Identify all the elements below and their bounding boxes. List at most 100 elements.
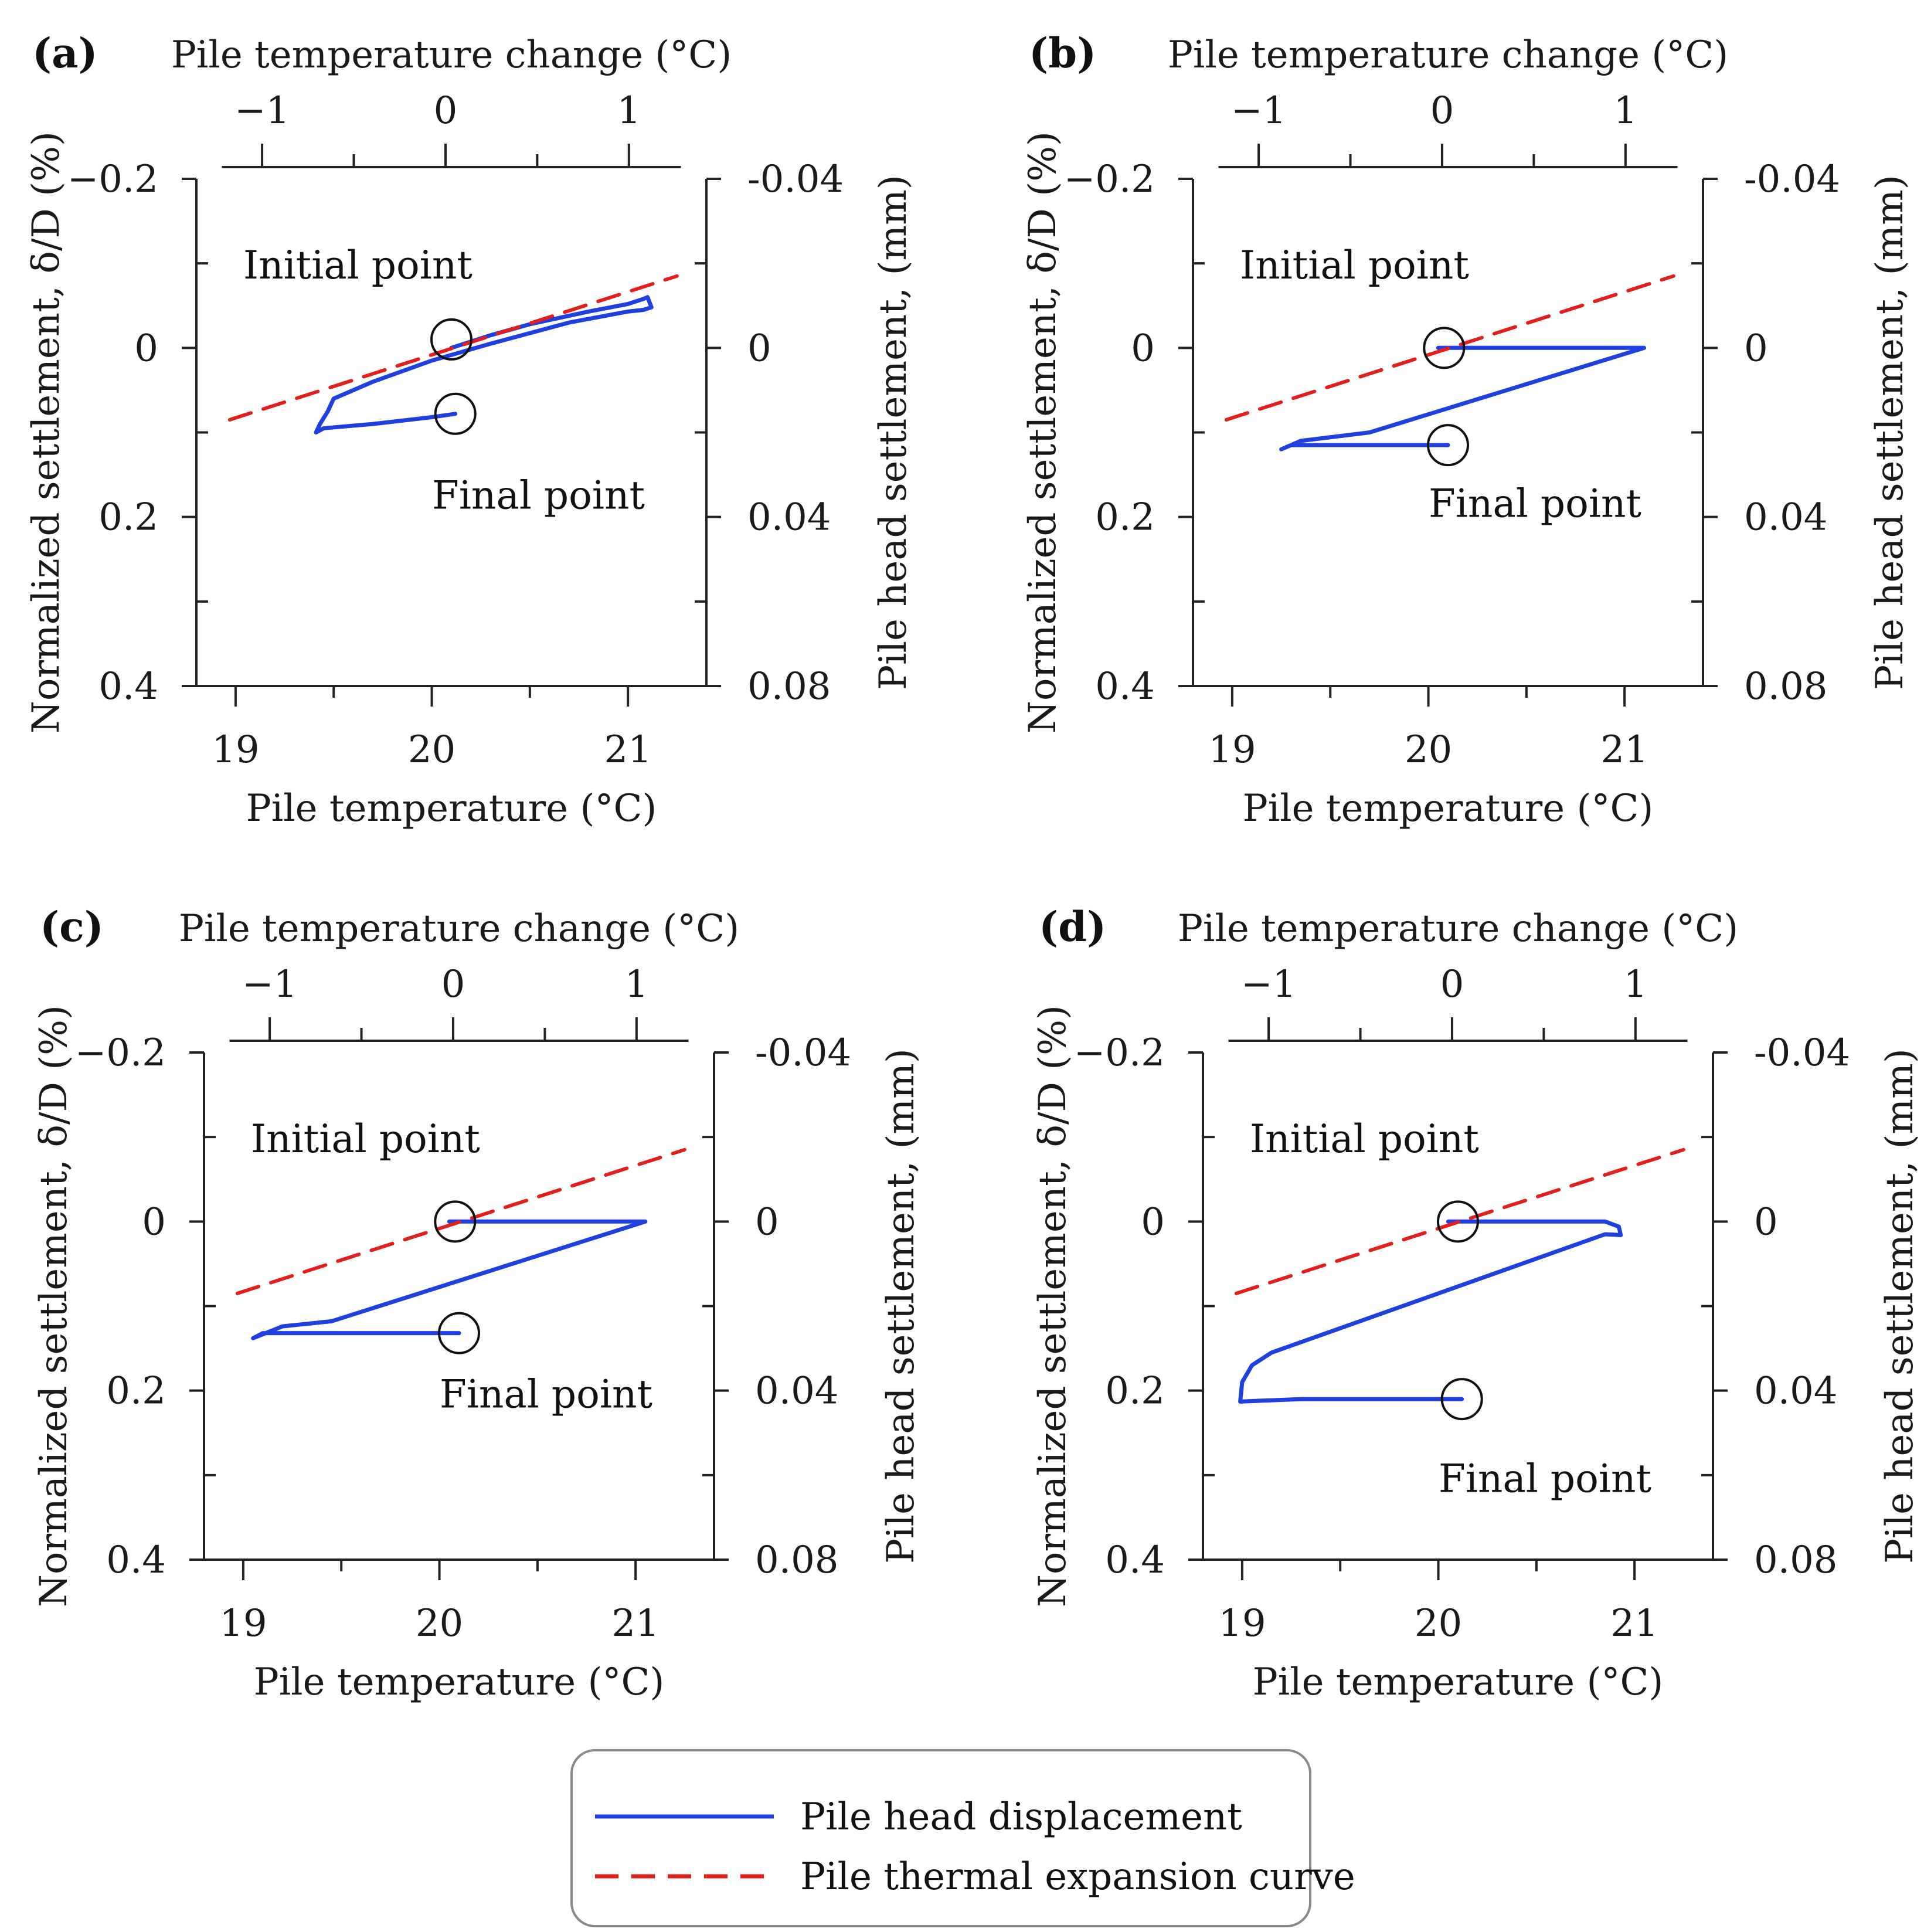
y-tick-label: 0	[134, 327, 158, 370]
top-tick-label: −1	[242, 963, 297, 1006]
thermal-expansion-line	[1234, 1147, 1685, 1295]
x-tick-label: 19	[212, 728, 259, 772]
panel-label: (d)	[1039, 902, 1106, 951]
panels: (a) Pile temperature change (°C) −1 0 1 19 20 2…	[25, 29, 1922, 1704]
panel-c: (c) Pile temperature change (°C) −1 0 1 19 20 2…	[32, 902, 923, 1704]
top-axis-title: Pile temperature change (°C)	[171, 33, 732, 77]
final-point-marker	[1427, 424, 1469, 467]
final-point-label: Final point	[440, 1372, 652, 1417]
x-tick-label: 21	[611, 1602, 659, 1645]
initial-point-label: Initial point	[251, 1116, 480, 1162]
pile-head-displacement-line	[251, 1219, 648, 1340]
y2-tick-label: 0.08	[1744, 665, 1828, 708]
y-tick-label: −0.2	[67, 158, 158, 201]
y-tick-label: 0.2	[98, 496, 158, 539]
final-point-marker	[438, 1312, 480, 1354]
panel-label: (c)	[40, 902, 104, 951]
final-point-marker	[1440, 1378, 1483, 1421]
top-axis-title: Pile temperature change (°C)	[179, 907, 739, 950]
y2-tick-label: 0.04	[755, 1370, 839, 1413]
initial-point-marker	[434, 1200, 477, 1243]
top-tick-label: 1	[1613, 89, 1637, 133]
y-tick-label: 0	[142, 1200, 166, 1244]
y-tick-label: 0	[1131, 327, 1155, 370]
y2-tick-label: 0.08	[755, 1539, 839, 1582]
y-tick-label: 0.4	[1105, 1539, 1165, 1582]
initial-point-label: Initial point	[1250, 1116, 1479, 1162]
y-tick-label: −0.2	[1064, 158, 1155, 201]
initial-point-marker	[430, 318, 472, 361]
top-axis-title: Pile temperature change (°C)	[1178, 907, 1738, 950]
y2-tick-label: 0	[747, 327, 771, 370]
top-axis-title: Pile temperature change (°C)	[1168, 33, 1728, 77]
x-tick-label: 21	[604, 728, 651, 772]
top-tick-label: 1	[1623, 963, 1647, 1006]
panel-label: (a)	[32, 29, 98, 77]
x-tick-label: 21	[1600, 728, 1648, 772]
y2-axis-title: Pile head settlement, (mm)	[872, 175, 915, 690]
y-tick-label: −0.2	[1074, 1031, 1165, 1075]
y2-tick-label: -0.04	[1744, 158, 1840, 201]
y-axis-title: Normalized settlement, δ/D (%)	[32, 1005, 76, 1607]
final-point-label: Final point	[1439, 1456, 1651, 1502]
y-tick-label: 0.2	[106, 1370, 166, 1413]
y2-tick-label: 0	[1744, 327, 1768, 370]
x-tick-label: 20	[1415, 1602, 1462, 1645]
x-tick-label: 20	[408, 728, 455, 772]
y2-tick-label: 0.04	[747, 496, 831, 539]
y2-tick-label: 0.04	[1754, 1370, 1838, 1413]
y2-tick-label: 0.08	[747, 665, 831, 708]
pile-head-displacement-line	[1279, 345, 1647, 451]
pile-head-displacement-line	[1238, 1219, 1623, 1404]
legend: Pile head displacement Pile thermal expa…	[570, 1749, 1355, 1927]
thermal-expansion-line	[235, 1147, 686, 1295]
top-tick-label: 1	[624, 963, 648, 1006]
x-axis-title: Pile temperature (°C)	[254, 1661, 665, 1704]
x-tick-label: 19	[1218, 1602, 1266, 1645]
final-point-label: Final point	[1429, 481, 1641, 527]
y-tick-label: 0.4	[98, 665, 158, 708]
top-tick-label: 0	[434, 89, 458, 133]
y-tick-label: 0	[1141, 1200, 1165, 1244]
x-tick-label: 19	[1208, 728, 1256, 772]
initial-point-marker	[1437, 1200, 1479, 1243]
y-tick-label: 0.2	[1105, 1370, 1165, 1413]
legend-label-displacement: Pile head displacement	[800, 1795, 1242, 1839]
top-tick-label: 0	[441, 963, 465, 1006]
final-point-label: Final point	[432, 473, 645, 518]
panel-a: (a) Pile temperature change (°C) −1 0 1 19 20 2…	[25, 29, 915, 830]
x-tick-label: 19	[219, 1602, 267, 1645]
panel-d: (d) Pile temperature change (°C) −1 0 1 19 20 2…	[1031, 902, 1922, 1704]
y-tick-label: 0.4	[1095, 665, 1155, 708]
x-axis-title: Pile temperature (°C)	[1253, 1661, 1664, 1704]
y-tick-label: 0.4	[106, 1539, 166, 1582]
y2-tick-label: -0.04	[1754, 1031, 1850, 1075]
top-tick-label: 0	[1430, 89, 1454, 133]
panel-label: (b)	[1029, 29, 1096, 77]
y2-tick-label: 0.04	[1744, 496, 1828, 539]
y-tick-label: −0.2	[75, 1031, 166, 1075]
top-tick-label: −1	[234, 89, 290, 133]
y2-tick-label: -0.04	[747, 158, 844, 201]
thermal-expansion-line	[1224, 274, 1675, 422]
y-tick-label: 0.2	[1095, 496, 1155, 539]
y2-axis-title: Pile head settlement, (mm)	[879, 1048, 923, 1564]
y2-axis-title: Pile head settlement, (mm)	[1868, 175, 1912, 690]
legend-label-expansion: Pile thermal expansion curve	[800, 1855, 1355, 1899]
y2-tick-label: 0.08	[1754, 1539, 1838, 1582]
top-tick-label: −1	[1231, 89, 1286, 133]
initial-point-label: Initial point	[1240, 243, 1469, 288]
y-axis-title: Normalized settlement, δ/D (%)	[25, 131, 68, 734]
top-tick-label: −1	[1241, 963, 1296, 1006]
y2-tick-label: -0.04	[755, 1031, 851, 1075]
top-tick-label: 0	[1440, 963, 1464, 1006]
y2-axis-title: Pile head settlement, (mm)	[1878, 1048, 1922, 1564]
y2-tick-label: 0	[755, 1200, 779, 1244]
y2-tick-label: 0	[1754, 1200, 1778, 1244]
x-axis-title: Pile temperature (°C)	[246, 787, 657, 830]
x-axis-title: Pile temperature (°C)	[1243, 787, 1654, 830]
thermal-expansion-line	[227, 274, 679, 422]
pile-head-displacement-line	[314, 295, 654, 434]
panel-b: (b) Pile temperature change (°C) −1 0 1 19 20 2…	[1021, 29, 1912, 830]
